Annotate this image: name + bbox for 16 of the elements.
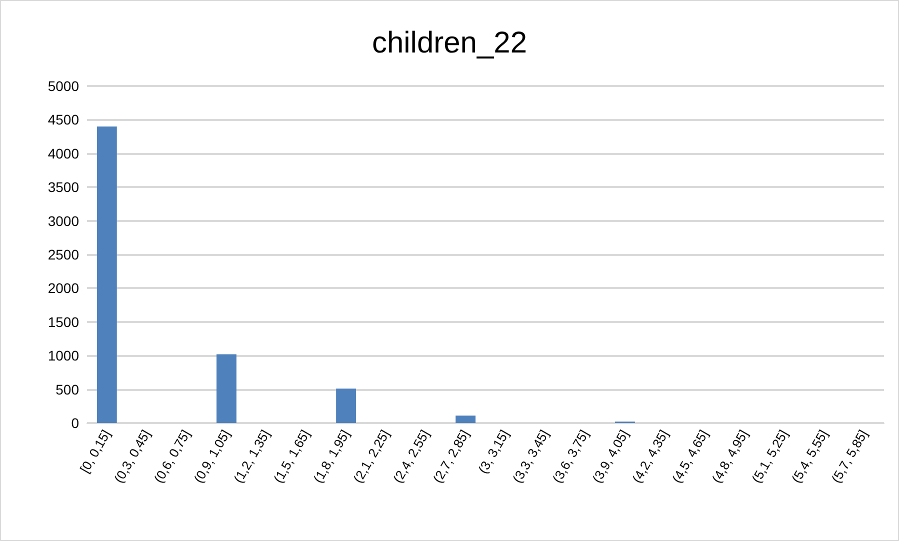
y-tick-label: 500 (56, 381, 80, 398)
y-tick-label: 3000 (48, 212, 80, 229)
y-tick-label: 1000 (48, 348, 80, 364)
chart-title: children_22 (372, 26, 528, 60)
bar (456, 416, 476, 423)
y-tick-label: 0 (71, 415, 80, 431)
y-tick-label: 4000 (48, 145, 80, 162)
y-tick-label: 5000 (48, 78, 80, 94)
bar (96, 126, 117, 423)
y-tick-label: 2500 (48, 246, 80, 262)
y-tick-label: 1500 (48, 314, 80, 330)
y-tick-label: 2000 (48, 280, 80, 296)
y-tick-label: 4500 (48, 112, 80, 128)
y-tick-label: 3500 (48, 179, 80, 196)
bar (216, 354, 236, 423)
bar (336, 388, 356, 423)
